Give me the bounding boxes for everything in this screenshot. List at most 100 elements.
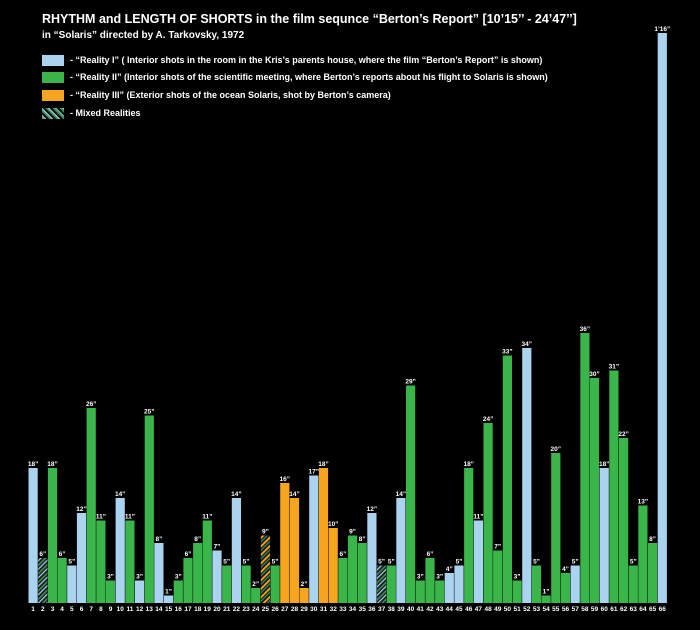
bar-shot-26 <box>270 565 280 603</box>
value-label-shot-43: 3” <box>436 574 443 581</box>
tick-label-shot-61: 61 <box>610 606 618 613</box>
value-label-shot-52: 34” <box>522 341 532 348</box>
value-label-shot-54: 1” <box>543 589 550 596</box>
bar-shot-42 <box>425 558 435 603</box>
bar-shot-60 <box>599 468 609 603</box>
tick-label-shot-6: 6 <box>80 606 84 613</box>
value-label-shot-29: 2” <box>301 581 308 588</box>
bar-shot-22 <box>231 498 241 603</box>
tick-label-shot-42: 42 <box>426 606 434 613</box>
value-label-shot-37: 5” <box>378 559 385 566</box>
value-label-shot-36: 12” <box>367 506 377 513</box>
tick-label-shot-37: 37 <box>378 606 386 613</box>
tick-label-shot-11: 11 <box>126 606 133 613</box>
tick-label-shot-15: 15 <box>165 606 173 613</box>
bar-shot-55 <box>551 453 561 603</box>
tick-label-shot-52: 52 <box>523 606 531 613</box>
value-label-shot-27: 16” <box>280 476 290 483</box>
value-label-shot-13: 25” <box>144 409 154 416</box>
tick-label-shot-46: 46 <box>465 606 473 613</box>
bar-shot-65 <box>648 543 658 603</box>
tick-label-shot-1: 1 <box>31 606 35 613</box>
bar-shot-3 <box>47 468 58 603</box>
tick-label-shot-12: 12 <box>136 606 144 613</box>
legend-item-reality-1: - “Reality I” ( Interior shots in the ro… <box>42 54 542 66</box>
bar-shot-8 <box>96 520 106 603</box>
value-label-shot-66: 1’16” <box>654 26 670 33</box>
tick-label-shot-58: 58 <box>581 606 589 613</box>
value-label-shot-2: 6” <box>39 551 46 558</box>
value-label-shot-9: 3” <box>107 574 114 581</box>
legend-swatch-reality-3 <box>42 89 64 101</box>
value-label-shot-21: 5” <box>223 559 230 566</box>
bar-shot-7 <box>86 408 96 603</box>
tick-label-shot-34: 34 <box>349 606 357 613</box>
tick-label-shot-64: 64 <box>639 606 647 613</box>
legend-swatch-reality-2 <box>42 71 64 83</box>
bars-group <box>28 33 667 603</box>
bar-shot-21 <box>222 565 232 603</box>
tick-label-shot-17: 17 <box>184 606 192 613</box>
tick-label-shot-51: 51 <box>513 606 521 613</box>
value-label-shot-23: 5” <box>243 559 250 566</box>
value-label-shot-15: 1” <box>165 589 172 596</box>
value-label-shot-5: 5” <box>68 559 75 566</box>
value-label-shot-42: 6” <box>427 551 434 558</box>
value-label-shot-19: 11” <box>202 514 212 521</box>
tick-label-shot-50: 50 <box>504 606 512 613</box>
tick-label-shot-22: 22 <box>233 606 241 613</box>
value-label-shot-40: 29” <box>405 379 415 386</box>
bar-shot-40 <box>406 385 416 603</box>
tick-label-shot-13: 13 <box>146 606 154 613</box>
bar-shot-63 <box>628 565 638 603</box>
tick-label-shot-60: 60 <box>601 606 609 613</box>
value-label-shot-48: 24” <box>483 416 493 423</box>
tick-label-shot-16: 16 <box>175 606 183 613</box>
tick-label-shot-14: 14 <box>155 606 163 613</box>
tick-label-shot-25: 25 <box>262 606 270 613</box>
bar-shot-18 <box>193 543 203 603</box>
chart-title: RHYTHM and LENGTH OF SHORTS in the film … <box>42 12 577 26</box>
tick-label-shot-31: 31 <box>320 606 328 613</box>
tick-label-shot-56: 56 <box>562 606 570 613</box>
value-label-shot-58: 36” <box>580 326 590 333</box>
bar-shot-28 <box>289 498 300 603</box>
bar-shot-41 <box>415 580 425 603</box>
value-label-shot-11: 11” <box>125 514 135 521</box>
value-label-shot-28: 14” <box>289 491 299 498</box>
legend-label-reality-1: - “Reality I” ( Interior shots in the ro… <box>70 55 543 65</box>
bar-shot-58 <box>580 333 590 603</box>
bar-shot-31 <box>318 468 329 603</box>
tick-label-shot-23: 23 <box>242 606 250 613</box>
bar-shot-37 <box>377 565 387 603</box>
tick-label-shot-24: 24 <box>252 606 260 613</box>
bar-shot-57 <box>570 565 580 603</box>
bar-shot-56 <box>560 573 571 603</box>
bar-shot-15 <box>164 595 174 603</box>
bar-shot-29 <box>299 588 309 603</box>
bar-shot-16 <box>173 580 183 603</box>
tick-label-shot-4: 4 <box>60 606 64 613</box>
bar-shot-5 <box>67 565 77 603</box>
value-label-shot-31: 18” <box>318 461 328 468</box>
bar-shot-45 <box>454 565 464 603</box>
legend-label-mixed: - Mixed Realities <box>70 108 141 118</box>
value-label-shot-62: 22” <box>618 431 628 438</box>
tick-label-shot-27: 27 <box>281 606 289 613</box>
tick-label-shot-62: 62 <box>620 606 628 613</box>
bar-shot-52 <box>522 348 532 603</box>
tick-label-shot-18: 18 <box>194 606 202 613</box>
value-label-shot-61: 31” <box>609 364 619 371</box>
value-label-shot-50: 33” <box>502 349 512 356</box>
bar-shot-38 <box>386 565 396 603</box>
value-label-shot-25: 9” <box>262 529 269 536</box>
value-label-shot-17: 6” <box>185 551 192 558</box>
tick-label-shot-33: 33 <box>339 606 347 613</box>
bar-shot-61 <box>609 370 619 603</box>
tick-label-shot-3: 3 <box>51 606 55 613</box>
tick-label-shot-57: 57 <box>572 606 580 613</box>
tick-label-shot-65: 65 <box>649 606 657 613</box>
value-label-shot-41: 3” <box>417 574 424 581</box>
tick-label-shot-9: 9 <box>109 606 113 613</box>
bar-shot-34 <box>347 535 358 603</box>
